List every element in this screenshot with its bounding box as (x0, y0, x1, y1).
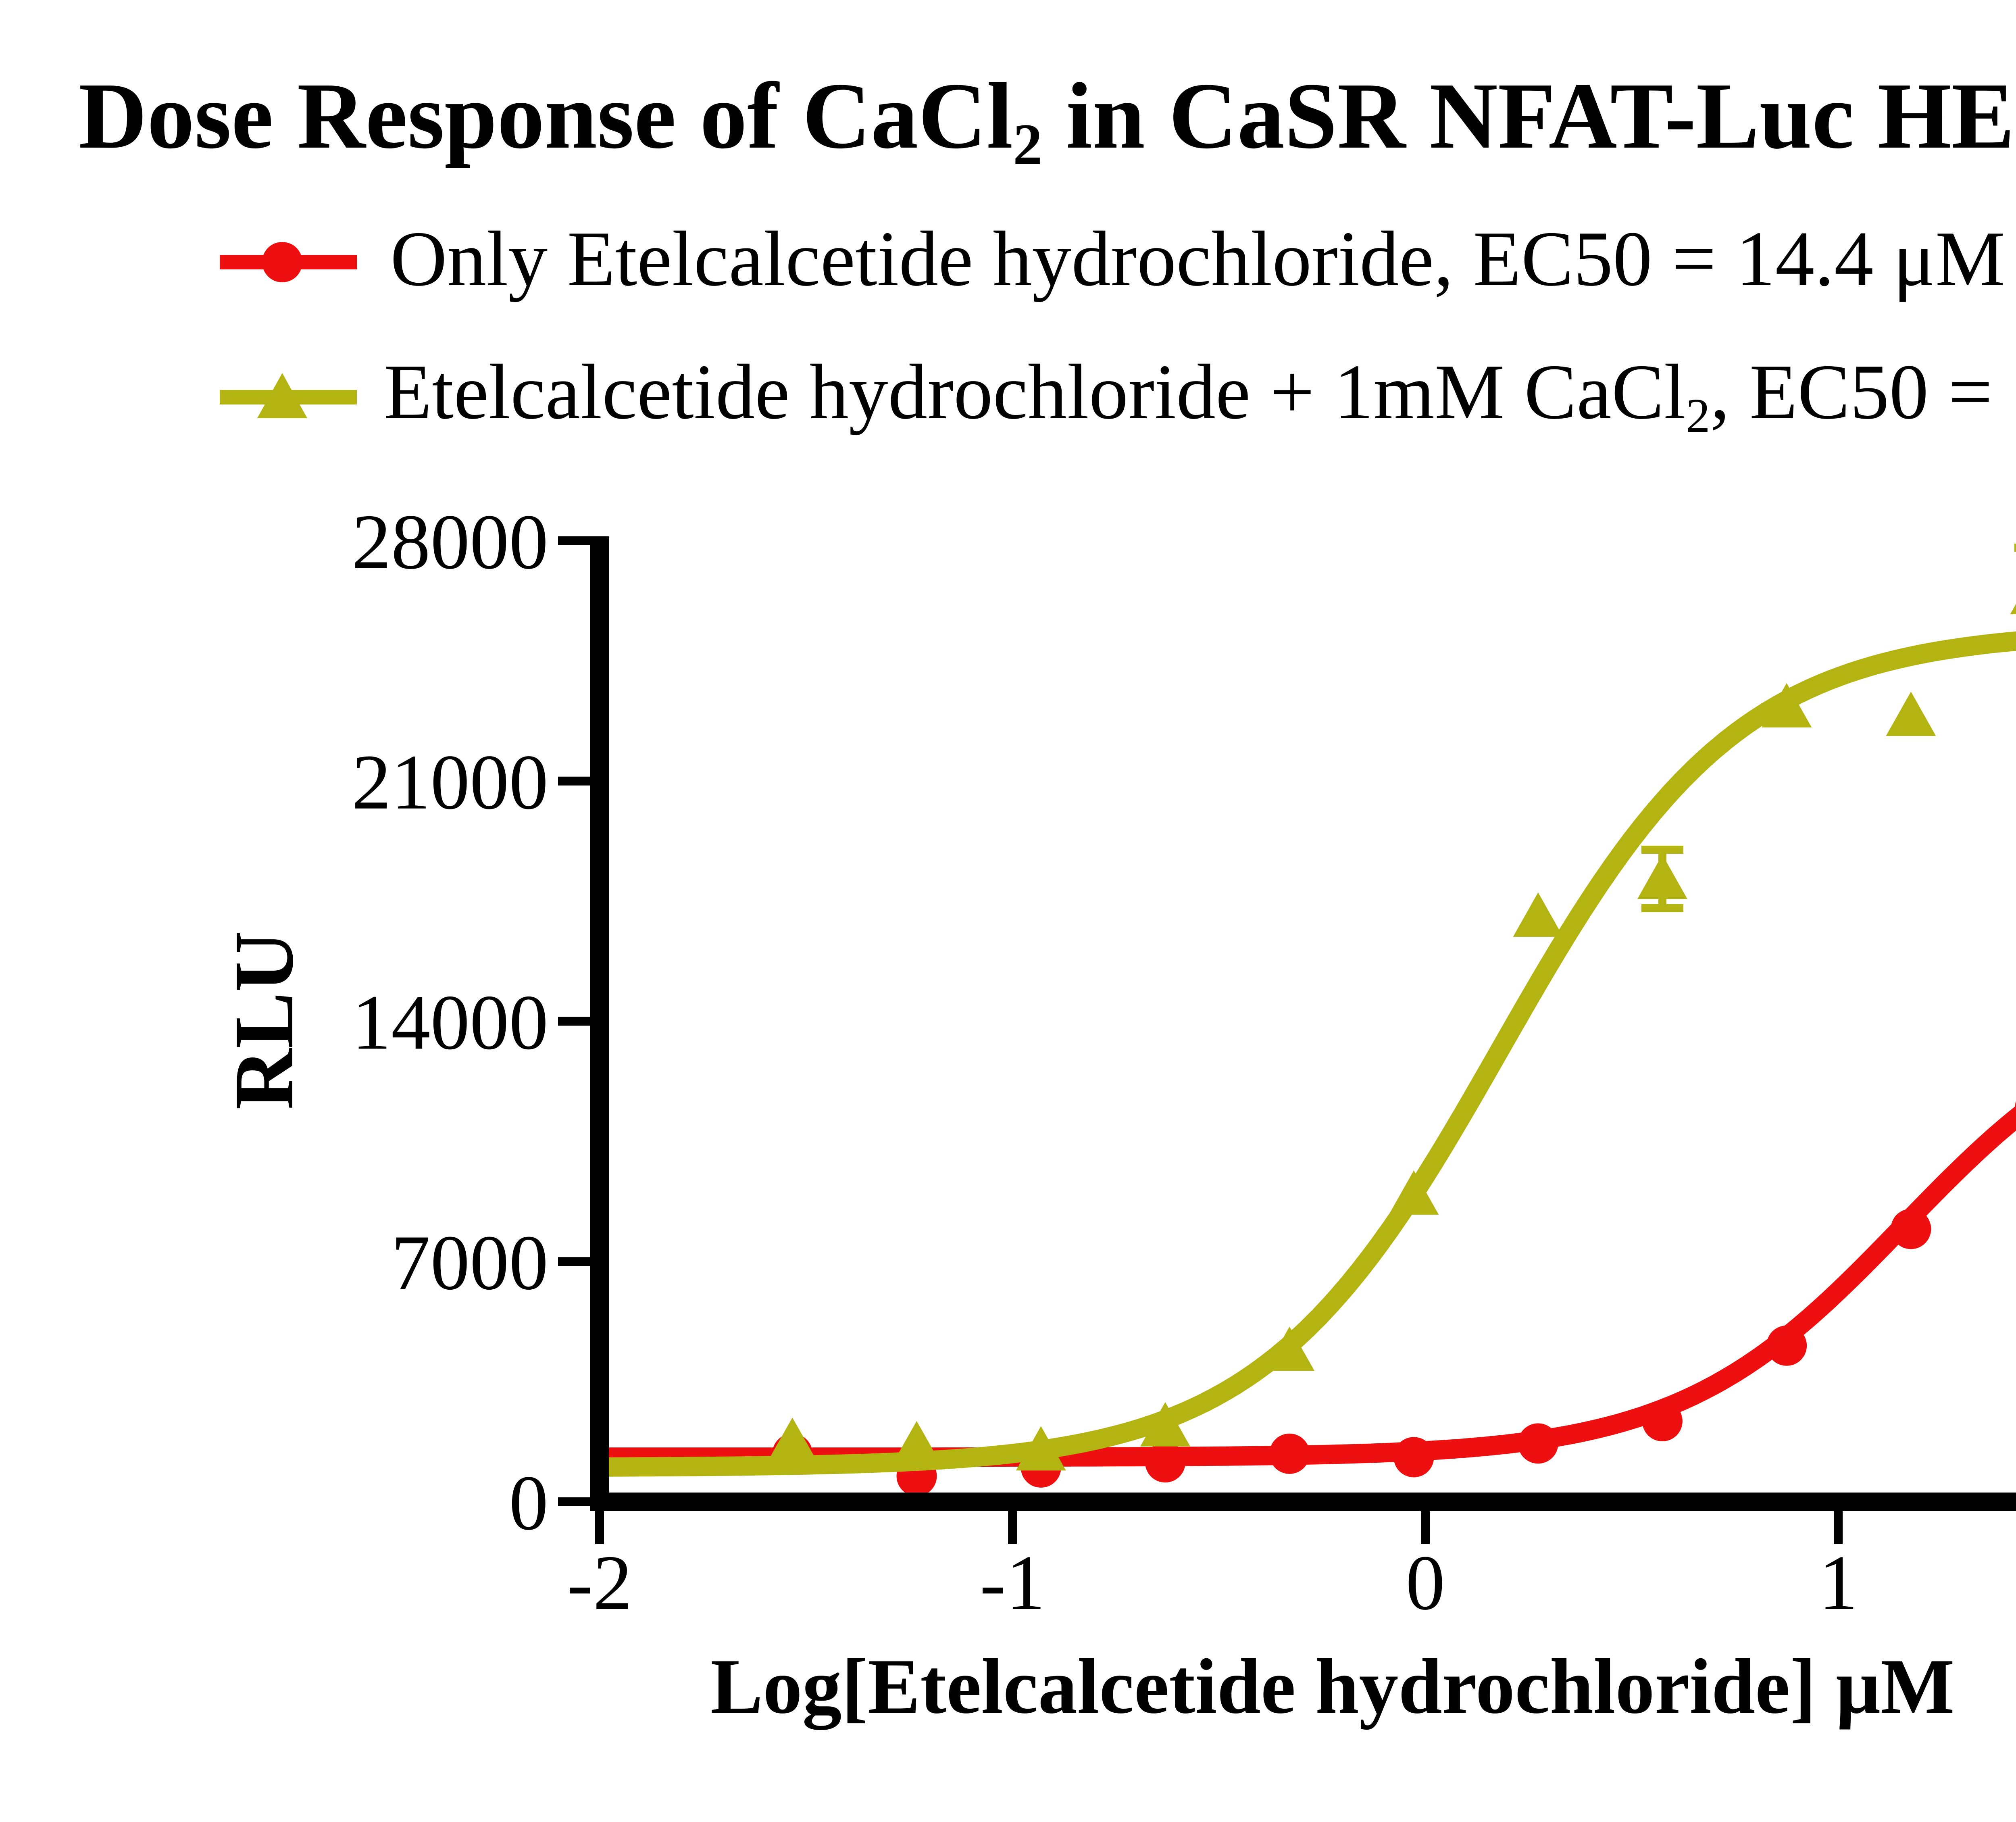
data-point-triangle (1513, 892, 1563, 937)
chart-title-text: Dose Response of CaCl (79, 63, 1013, 168)
y-tick-label: 14000 (352, 979, 549, 1066)
data-point-triangle (891, 1421, 942, 1466)
data-point-triangle (1762, 683, 1812, 728)
x-tick (595, 1511, 604, 1544)
data-point-circle (1269, 1433, 1310, 1474)
x-axis-line (590, 1493, 2016, 1511)
y-tick (558, 1257, 590, 1266)
chart-title-text-2: in CaSR NFAT-Luc HEK293（C15） (1066, 63, 2016, 168)
chart-title-subscript: 2 (1013, 111, 1043, 177)
y-axis-title: RLU (217, 931, 311, 1110)
y-tick (558, 536, 590, 545)
x-tick-label: 1 (1818, 1539, 1858, 1626)
y-tick-label: 7000 (391, 1219, 548, 1306)
data-point-triangle (767, 1418, 818, 1462)
legend-marker-olive-triangle-icon (220, 373, 357, 418)
y-tick (558, 1497, 590, 1506)
y-tick-label: 21000 (352, 739, 549, 826)
y-tick-label: 0 (509, 1459, 549, 1547)
legend-marker-red-circle-icon (220, 242, 357, 282)
x-tick (1008, 1511, 1017, 1544)
legend-triangle-icon (257, 373, 307, 418)
data-point-circle (1145, 1442, 1185, 1483)
y-tick-label: 28000 (352, 498, 549, 586)
data-point-triangle (1264, 1326, 1315, 1371)
x-tick (1421, 1511, 1430, 1544)
x-tick-label: 0 (1406, 1539, 1445, 1626)
data-point-circle (1891, 1209, 1931, 1249)
data-point-triangle (1016, 1426, 1066, 1471)
x-tick-label: -2 (567, 1539, 632, 1626)
data-point-triangle (2010, 604, 2016, 614)
legend-label-red-series: Only Etelcalcetide hydrochloride, EC50 =… (390, 215, 2006, 302)
chart-title: Dose Response of CaCl2 in CaSR NFAT-Luc … (79, 69, 2016, 174)
data-point-circle (1642, 1401, 1683, 1441)
x-axis-title: Log[Etelcalcetide hydrochloride] μM (710, 1643, 1955, 1730)
y-tick (558, 1017, 590, 1026)
data-point-circle (1518, 1423, 1558, 1464)
y-tick (558, 776, 590, 786)
data-point-triangle (1886, 692, 1936, 736)
legend-label-olive-series: Etelcalcetide hydrochloride + 1mM CaCl2,… (384, 348, 2016, 443)
data-point-circle (2015, 1101, 2016, 1113)
data-point-circle (1766, 1325, 1807, 1366)
fit-curve-red (599, 1105, 2016, 1467)
x-tick (1834, 1511, 1843, 1544)
data-point-triangle (1637, 855, 1687, 899)
y-axis-line (590, 536, 609, 1511)
x-tick-label: -1 (980, 1539, 1045, 1626)
legend-circle-icon (262, 242, 302, 282)
fit-curve-olive (599, 631, 2016, 1477)
data-point-triangle (1389, 1170, 1439, 1215)
data-point-circle (1393, 1437, 1434, 1478)
data-point-triangle (1140, 1402, 1190, 1447)
